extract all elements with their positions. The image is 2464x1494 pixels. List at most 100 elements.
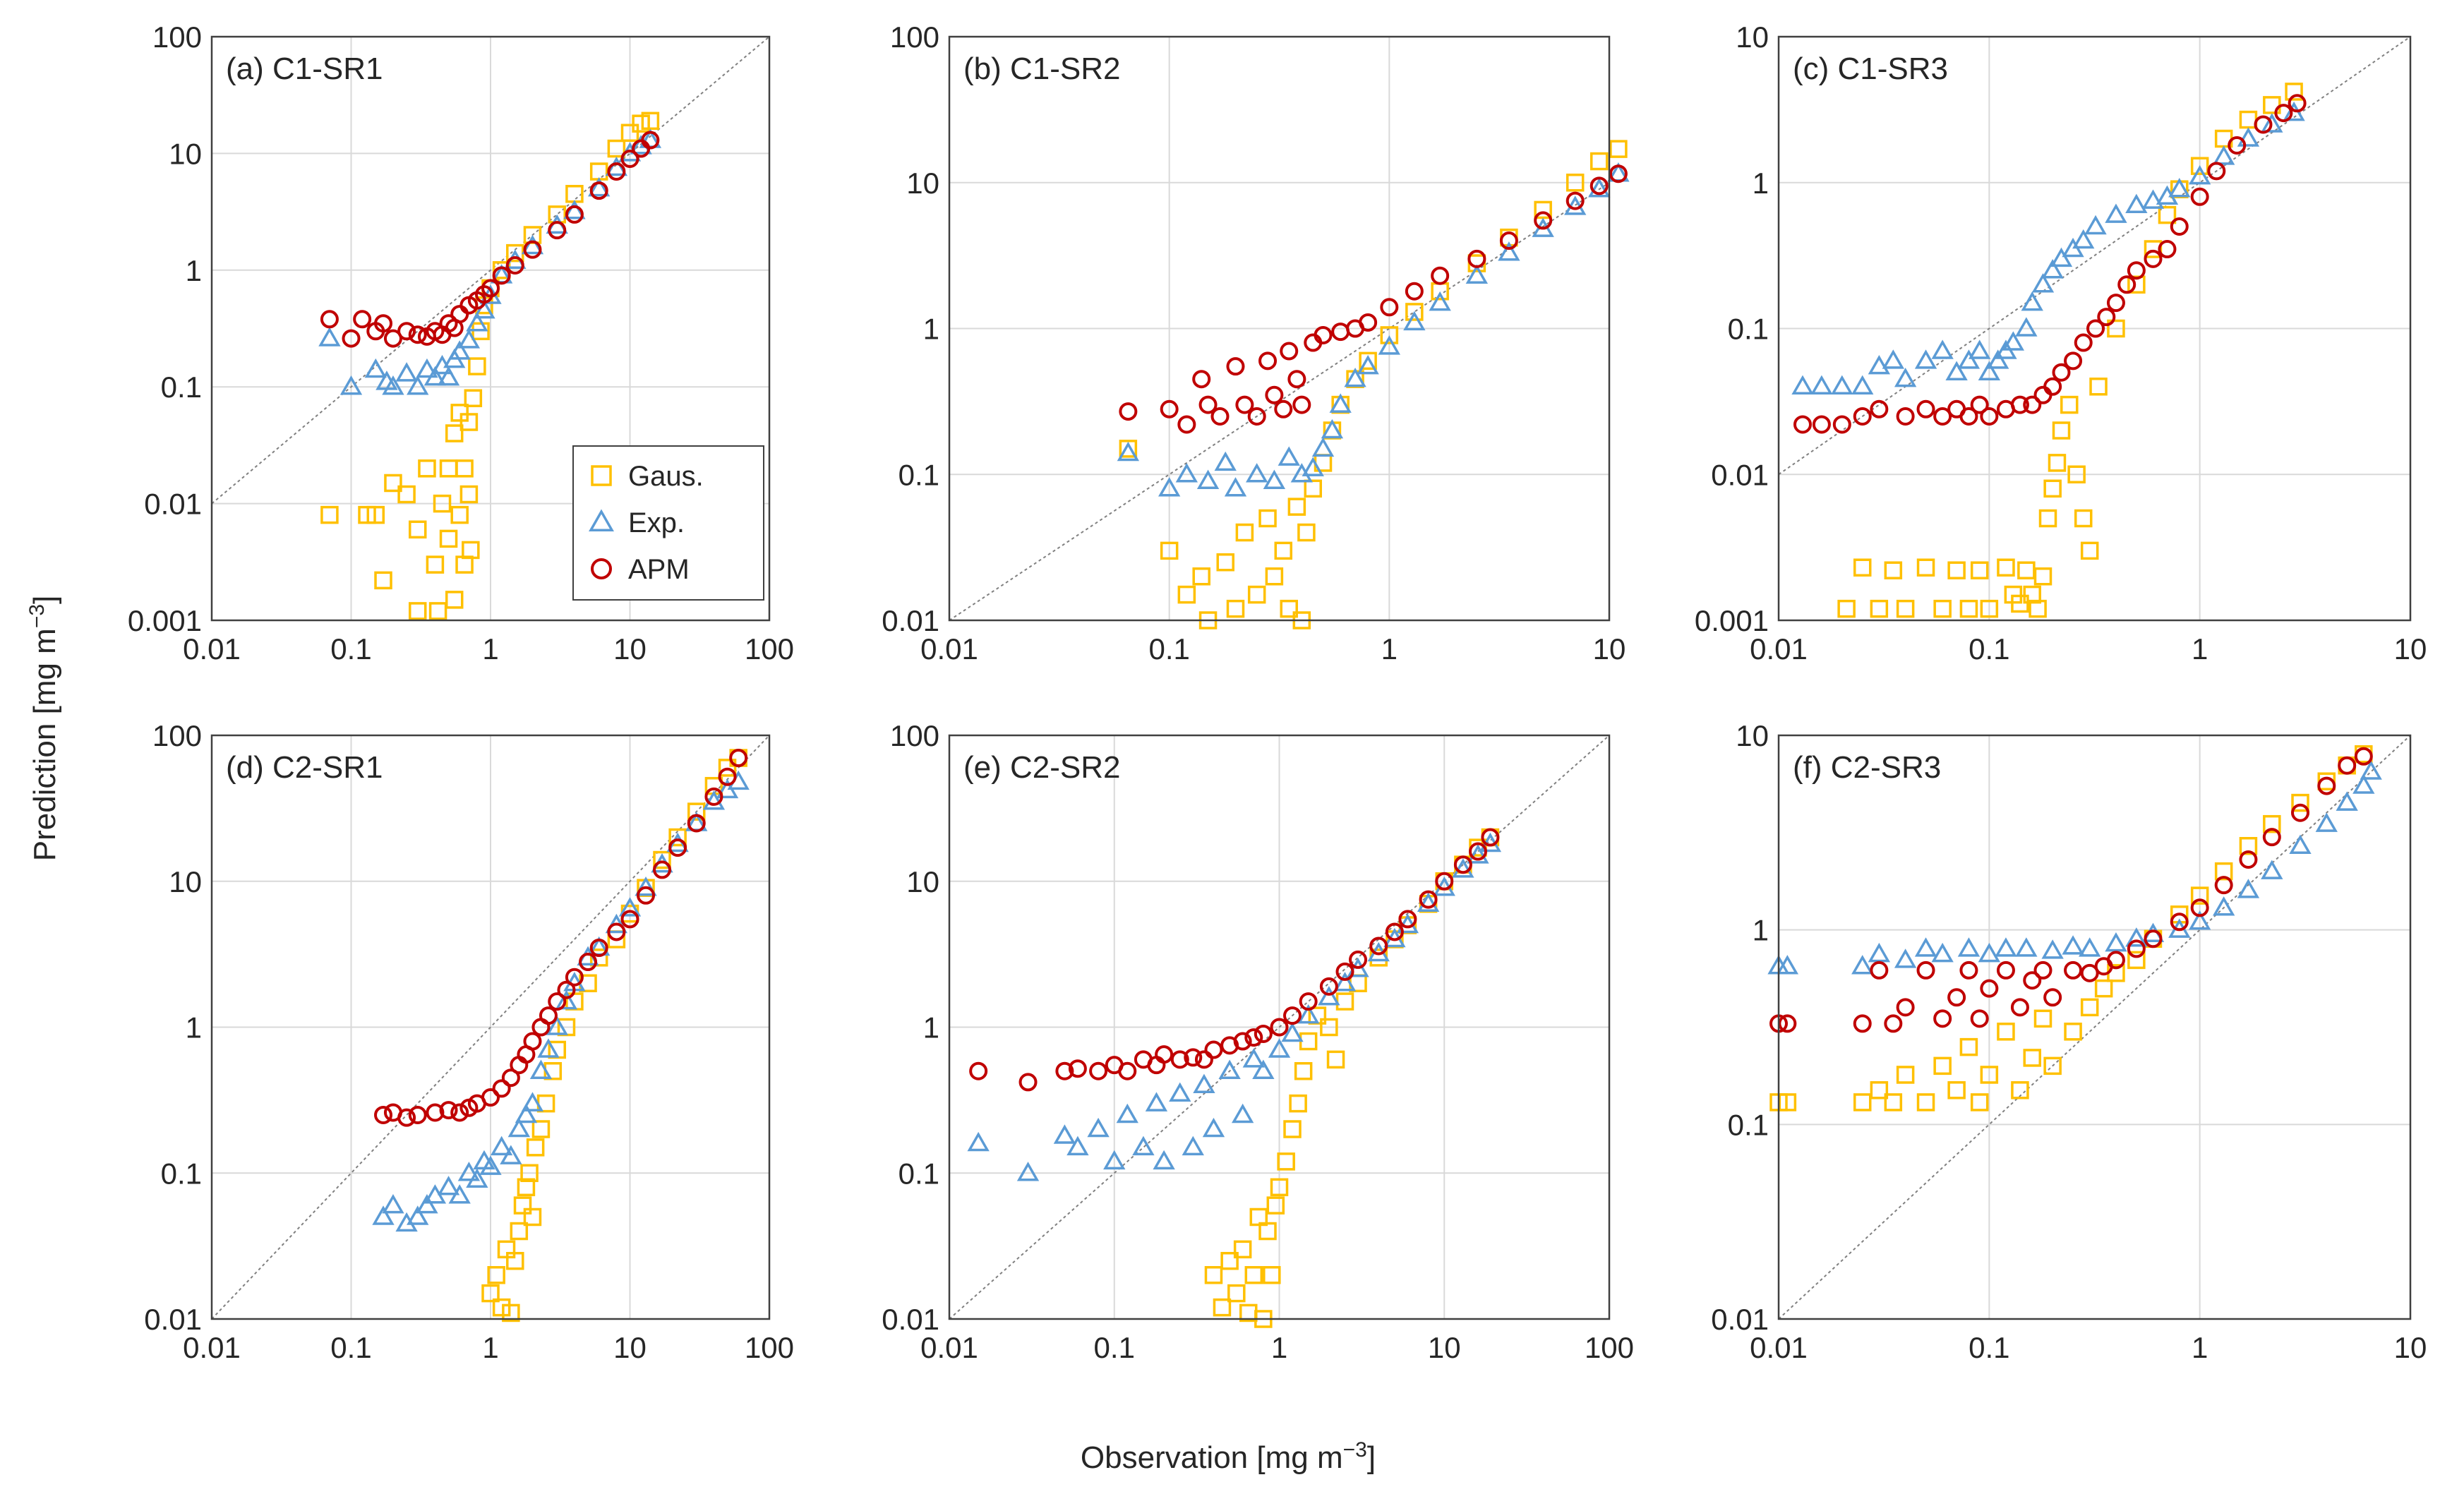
data-point (637, 886, 656, 905)
data-point (450, 505, 469, 524)
data-point (1333, 972, 1357, 992)
data-point (2072, 229, 2095, 249)
data-point (2285, 83, 2303, 101)
y-tick-label: 0.1 (161, 1157, 202, 1190)
chart-panel-6: 0.01 0.1 1 10 0.01 0.1 1 10 (f) C2-SR3 (1711, 719, 2427, 1364)
data-point (1980, 1066, 1999, 1084)
data-point (2141, 189, 2165, 209)
data-point (2011, 594, 2029, 613)
data-point (437, 366, 460, 386)
data-point (2041, 939, 2064, 959)
data-point (490, 1135, 513, 1156)
data-point (1216, 553, 1234, 572)
data-point (455, 555, 474, 574)
data-point (704, 787, 723, 806)
data-point (1155, 1045, 1174, 1064)
x-tick-label: 0.1 (1094, 1331, 1135, 1364)
data-point (2237, 127, 2260, 147)
data-point (539, 1006, 558, 1025)
data-point (1302, 457, 1324, 476)
data-point (1810, 375, 1833, 395)
data-point (1534, 200, 1552, 219)
chart-panel-4: 0.01 0.1 1 10 100 0.01 0.1 1 10 100 (d) C2-SR1 (144, 719, 794, 1364)
data-point (366, 505, 385, 524)
data-point (1419, 890, 1438, 909)
data-point (653, 850, 671, 869)
data-point (1853, 558, 1872, 577)
data-point (1318, 986, 1340, 1006)
data-point (1997, 1023, 2015, 1041)
data-point (397, 322, 416, 341)
y-tick-label: 10 (1736, 20, 1769, 54)
data-point (1087, 1117, 1110, 1138)
data-point (563, 200, 586, 219)
data-point (2064, 1023, 2082, 1041)
data-point (1235, 523, 1254, 542)
data-point (607, 162, 626, 181)
data-point (2031, 273, 2055, 293)
data-point (2074, 509, 2093, 528)
data-point (1959, 1037, 1978, 1056)
panel-title: (b) C1-SR2 (963, 52, 1121, 86)
data-point (1265, 567, 1284, 586)
data-point (2239, 110, 2258, 129)
data-point (2261, 113, 2283, 133)
data-point (1117, 441, 1140, 462)
data-point (1018, 1073, 1038, 1092)
x-tick-label: 10 (1593, 632, 1626, 665)
data-point (2261, 860, 2283, 879)
data-point (2043, 377, 2062, 396)
plot-frame (1777, 734, 2412, 1320)
data-point (1270, 1018, 1289, 1037)
data-point (2043, 479, 2062, 498)
data-point (565, 185, 584, 203)
data-point (339, 375, 363, 395)
data-point (2029, 599, 2047, 618)
data-point (2263, 814, 2281, 833)
x-tick-label: 1 (482, 632, 498, 665)
data-point (501, 1068, 520, 1088)
data-point (521, 234, 544, 255)
data-point (1778, 1014, 1797, 1033)
legend-label: APM (628, 554, 690, 585)
data-point (2023, 971, 2042, 990)
data-point (468, 357, 486, 375)
data-point (506, 1251, 524, 1270)
data-point (2052, 363, 2071, 382)
data-point (2080, 998, 2099, 1017)
data-point (969, 1061, 988, 1080)
data-point (1278, 446, 1300, 466)
data-point (718, 767, 737, 786)
data-point (439, 529, 458, 548)
plot-frame (210, 734, 771, 1320)
data-point (537, 1038, 560, 1058)
x-tick-label: 1 (1381, 632, 1398, 665)
data-point (2067, 465, 2086, 483)
x-tick-label: 0.01 (920, 632, 978, 665)
y-tick-label: 0.01 (882, 604, 939, 637)
data-point (653, 860, 672, 879)
data-point (2158, 240, 2177, 259)
data-point (2064, 351, 2083, 371)
data-point (1252, 1059, 1275, 1079)
data-point (1204, 1040, 1223, 1059)
data-point (589, 948, 608, 967)
y-tick-label: 0.01 (1711, 1303, 1769, 1336)
y-tick-label: 1 (923, 313, 939, 346)
data-point (1258, 1222, 1277, 1241)
data-point (1969, 339, 1991, 359)
data-point (1853, 1014, 1872, 1033)
data-point (1359, 351, 1377, 371)
data-point (1431, 266, 1450, 285)
data-point (1970, 395, 1989, 414)
data-point (1588, 178, 1611, 198)
data-point (2315, 812, 2338, 832)
x-tick-label: 100 (1585, 1331, 1634, 1364)
data-point (1160, 399, 1179, 418)
data-point (2010, 998, 2029, 1017)
data-point (459, 413, 479, 431)
data-point (548, 992, 567, 1011)
data-point (1916, 960, 1935, 980)
data-point (2050, 247, 2073, 267)
